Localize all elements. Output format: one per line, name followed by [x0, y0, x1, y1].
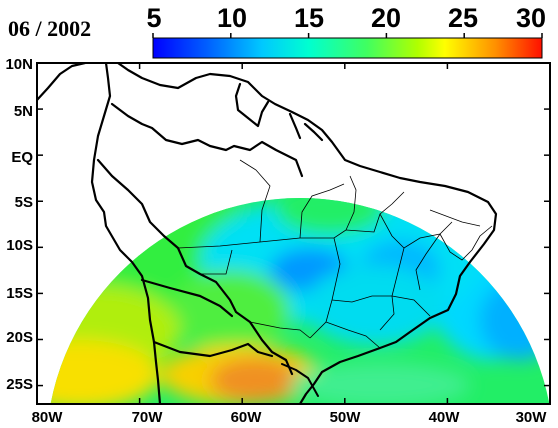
colorbar-gradient: [152, 37, 543, 59]
colorbar-label-25: 25: [448, 3, 478, 33]
lat-label-15s: 15S: [6, 285, 33, 302]
lat-label-10s: 10S: [6, 237, 33, 254]
lon-label-70w: 70W: [132, 409, 164, 426]
lat-label-5s: 5S: [15, 194, 33, 211]
map-plot-area: [37, 63, 550, 404]
lon-label-60w: 60W: [231, 409, 263, 426]
lat-label-eq: EQ: [11, 149, 33, 166]
lat-label-20s: 20S: [6, 329, 33, 346]
lon-label-80w: 80W: [32, 409, 64, 426]
lon-label-30w: 30W: [516, 409, 548, 426]
lon-label-50w: 50W: [330, 409, 362, 426]
lat-label-5n: 5N: [14, 103, 33, 120]
colorbar-label-30: 30: [516, 3, 546, 33]
map-frame: [36, 62, 551, 405]
colorbar-ticks: [152, 33, 543, 38]
axis-ticks: [36, 62, 551, 404]
lat-label-25s: 25S: [6, 376, 33, 393]
state-borders: [177, 159, 493, 349]
map-title: 06 / 2002: [8, 16, 91, 41]
colorbar-label-10: 10: [217, 3, 247, 33]
colorbar-label-20: 20: [371, 3, 401, 33]
colorbar-label-5: 5: [146, 3, 161, 33]
lat-label-10n: 10N: [5, 56, 33, 73]
colorbar-label-15: 15: [294, 3, 324, 33]
lon-label-40w: 40W: [429, 409, 461, 426]
colorbar: 5 10 15 20 25 30: [146, 3, 546, 59]
